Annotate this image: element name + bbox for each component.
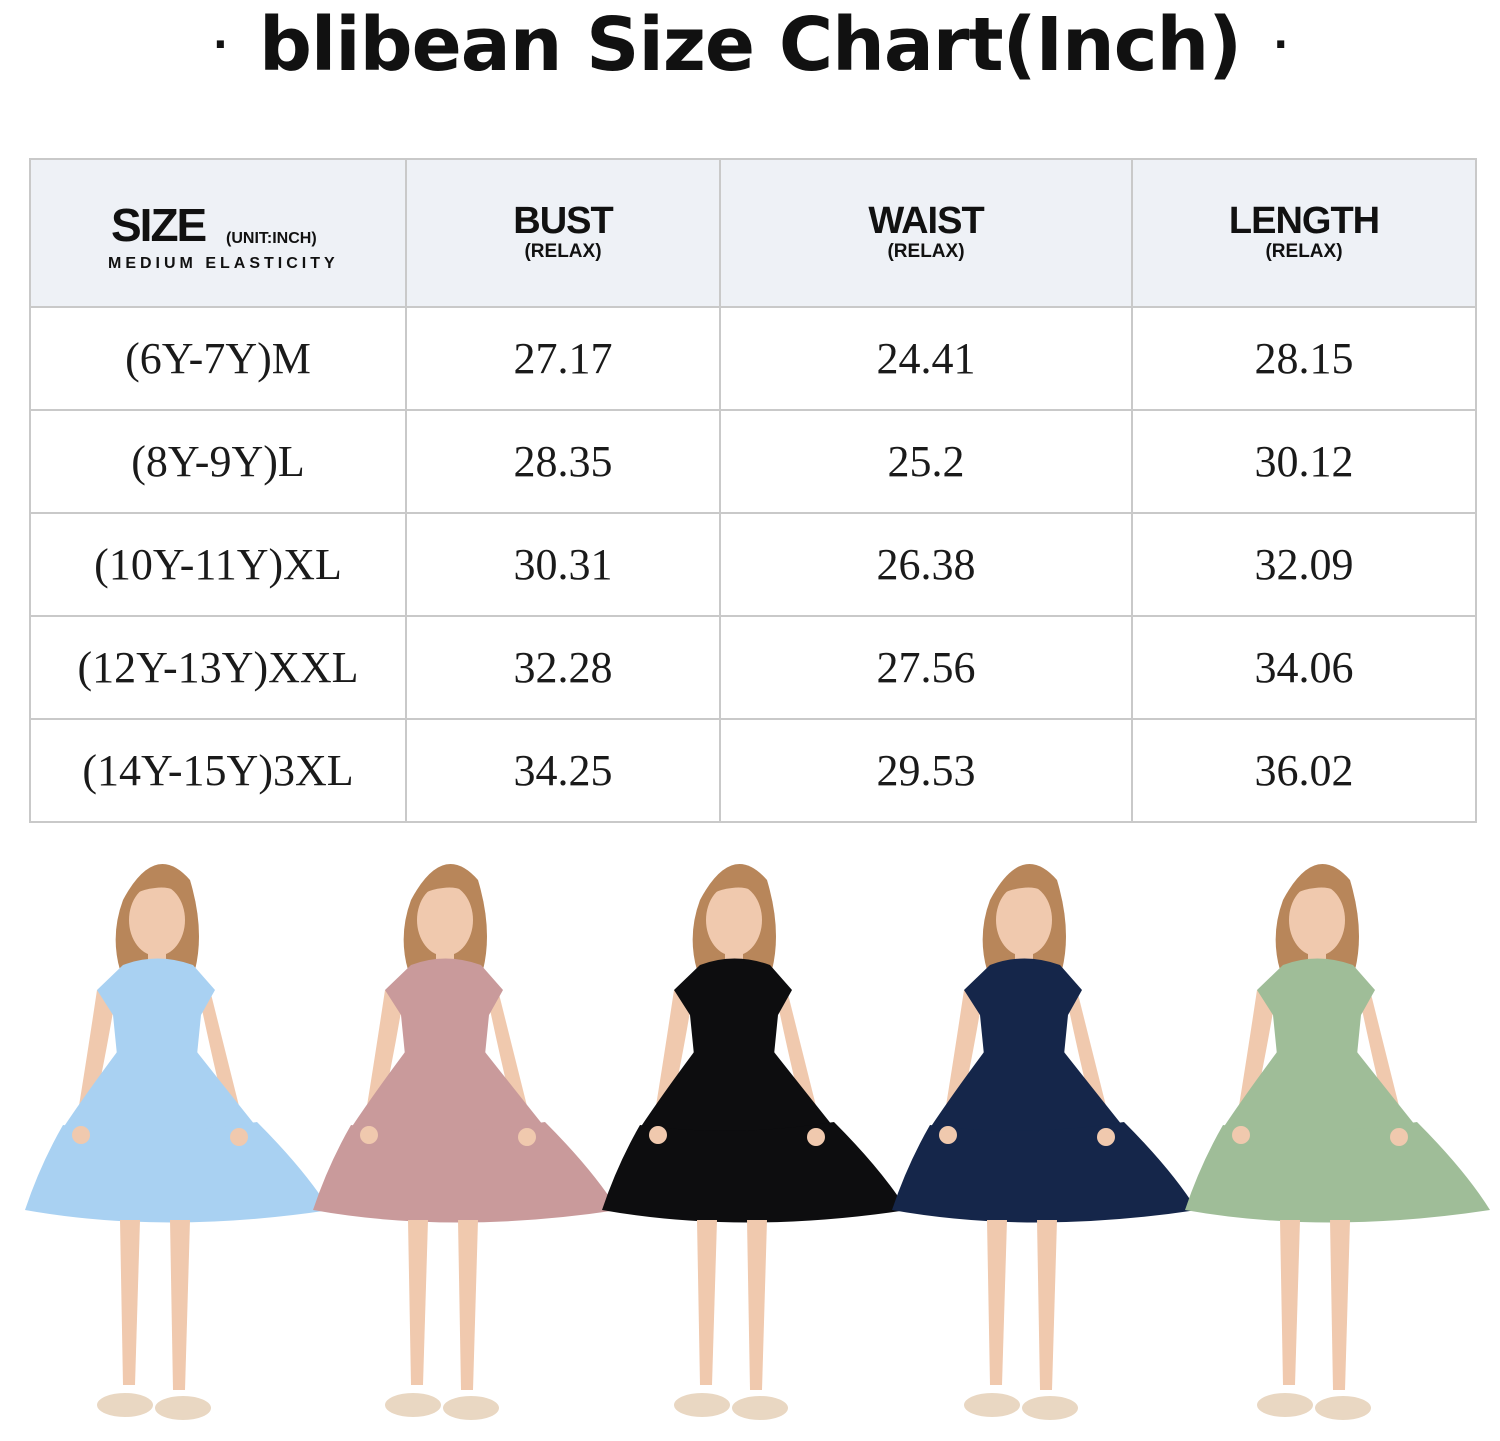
length-column-header: LENGTH (RELAX) — [1131, 158, 1477, 308]
bust-cell: 28.35 — [405, 409, 721, 514]
waist-header-label: WAIST — [868, 200, 984, 242]
table-header-row: SIZE (UNIT:INCH) MEDIUM ELASTICITY BUST … — [29, 158, 1477, 308]
size-header-label: SIZE — [111, 199, 207, 251]
model-photo-strip — [0, 840, 1500, 1441]
bust-cell: 32.28 — [405, 615, 721, 720]
bust-header-sub: (RELAX) — [524, 241, 602, 262]
size-cell: (12Y-13Y)XXL — [29, 615, 407, 720]
length-cell: 34.06 — [1131, 615, 1477, 720]
title-dot-left: · — [212, 22, 228, 68]
size-cell: (8Y-9Y)L — [29, 409, 407, 514]
size-cell: (6Y-7Y)M — [29, 306, 407, 411]
waist-cell: 29.53 — [719, 718, 1133, 823]
bust-cell: 34.25 — [405, 718, 721, 823]
bust-cell: 27.17 — [405, 306, 721, 411]
table-row: (12Y-13Y)XXL 32.28 27.56 34.06 — [29, 615, 1477, 720]
bust-header-label: BUST — [513, 200, 613, 242]
waist-header-sub: (RELAX) — [887, 241, 965, 262]
title-text: blibean Size Chart(Inch) — [258, 2, 1242, 88]
elasticity-label: MEDIUM ELASTICITY — [108, 255, 339, 272]
length-header-label: LENGTH — [1228, 200, 1380, 242]
size-unit-label: (UNIT:INCH) — [226, 230, 317, 247]
table-row: (8Y-9Y)L 28.35 25.2 30.12 — [29, 409, 1477, 514]
waist-cell: 25.2 — [719, 409, 1133, 514]
length-cell: 30.12 — [1131, 409, 1477, 514]
length-header-sub: (RELAX) — [1265, 241, 1343, 262]
table-row: (10Y-11Y)XL 30.31 26.38 32.09 — [29, 512, 1477, 617]
model-black-dress — [582, 840, 912, 1441]
model-light-blue-dress — [5, 840, 335, 1441]
waist-column-header: WAIST (RELAX) — [719, 158, 1133, 308]
model-sage-green-dress — [1165, 840, 1495, 1441]
title-dot-right: · — [1273, 22, 1288, 68]
size-cell: (10Y-11Y)XL — [29, 512, 407, 617]
table-row: (14Y-15Y)3XL 34.25 29.53 36.02 — [29, 718, 1477, 823]
size-cell: (14Y-15Y)3XL — [29, 718, 407, 823]
model-navy-dress — [872, 840, 1202, 1441]
bust-cell: 30.31 — [405, 512, 721, 617]
length-cell: 32.09 — [1131, 512, 1477, 617]
waist-cell: 27.56 — [719, 615, 1133, 720]
length-cell: 36.02 — [1131, 718, 1477, 823]
waist-cell: 24.41 — [719, 306, 1133, 411]
page-title: · blibean Size Chart(Inch) · — [0, 0, 1500, 90]
table-row: (6Y-7Y)M 27.17 24.41 28.15 — [29, 306, 1477, 411]
waist-cell: 26.38 — [719, 512, 1133, 617]
length-cell: 28.15 — [1131, 306, 1477, 411]
size-column-header: SIZE (UNIT:INCH) MEDIUM ELASTICITY — [29, 158, 407, 308]
size-chart-table: SIZE (UNIT:INCH) MEDIUM ELASTICITY BUST … — [29, 158, 1477, 823]
bust-column-header: BUST (RELAX) — [405, 158, 721, 308]
model-dusty-pink-dress — [293, 840, 623, 1441]
